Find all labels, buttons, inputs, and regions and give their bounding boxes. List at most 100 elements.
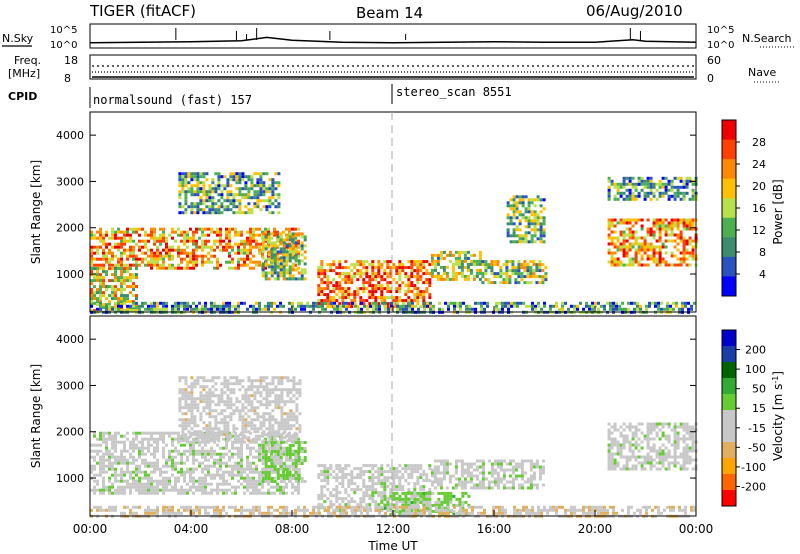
heatmap-cell: [518, 210, 522, 214]
heatmap-cell: [99, 458, 102, 462]
heatmap-cell: [141, 251, 144, 255]
heatmap-cell: [117, 458, 120, 462]
heatmap-cell: [126, 263, 129, 267]
heatmap-cell: [267, 471, 271, 474]
heatmap-cell: [220, 418, 224, 422]
heatmap-cell: [189, 251, 192, 255]
heatmap-cell: [226, 406, 230, 410]
heatmap-cell: [171, 236, 174, 240]
heatmap-cell: [201, 449, 204, 453]
heatmap-cell: [193, 205, 197, 209]
heatmap-cell: [156, 458, 159, 462]
heatmap-cell: [447, 307, 450, 311]
heatmap-cell: [288, 458, 291, 462]
heatmap-cell: [223, 175, 227, 179]
heatmap-cell: [368, 464, 372, 468]
heatmap-cell: [262, 193, 266, 197]
heatmap-cell: [193, 433, 197, 437]
heatmap-cell: [105, 470, 108, 474]
heatmap-cell: [530, 237, 534, 241]
heatmap-cell: [643, 185, 647, 189]
heatmap-cell: [675, 304, 678, 308]
heatmap-cell: [241, 196, 245, 200]
heatmap-cell: [472, 262, 476, 266]
heatmap-cell: [682, 236, 686, 240]
heatmap-cell: [335, 287, 339, 291]
heatmap-cell: [691, 197, 695, 201]
heatmap-cell: [422, 266, 426, 270]
heatmap-cell: [658, 230, 662, 234]
heatmap-cell: [132, 440, 135, 444]
heatmap-cell: [527, 204, 531, 208]
heatmap-cell: [250, 394, 254, 398]
heatmap-cell: [132, 251, 135, 255]
heatmap-cell: [633, 301, 636, 305]
heatmap-cell: [280, 439, 284, 443]
heatmap-cell: [320, 497, 324, 501]
heatmap-cell: [177, 479, 180, 483]
heatmap-cell: [138, 452, 141, 456]
heatmap-cell: [374, 476, 378, 480]
heatmap-cell: [652, 233, 656, 237]
heatmap-cell: [374, 491, 378, 495]
heatmap-cell: [243, 479, 246, 483]
heatmap-cell: [530, 201, 534, 205]
heatmap-cell: [457, 253, 461, 257]
heatmap-cell: [126, 230, 129, 234]
heatmap-cell: [243, 245, 246, 249]
heatmap-cell: [631, 185, 635, 189]
heatmap-cell: [262, 184, 266, 188]
heatmap-cell: [229, 406, 233, 410]
heatmap-cell: [347, 482, 351, 486]
heatmap-cell: [216, 307, 219, 311]
heatmap-cell: [297, 474, 301, 477]
heatmap-cell: [273, 455, 276, 459]
heatmap-cell: [186, 239, 189, 243]
heatmap-cell: [344, 488, 348, 492]
heatmap-cell: [389, 497, 393, 501]
heatmap-cell: [123, 455, 126, 459]
heatmap-cell: [258, 260, 261, 264]
heatmap-cell: [264, 274, 268, 278]
heatmap-cell: [192, 263, 195, 267]
heatmap-cell: [99, 470, 102, 474]
heatmap-cell: [534, 304, 537, 308]
heatmap-cell: [180, 260, 183, 264]
heatmap-cell: [469, 259, 473, 263]
heatmap-cell: [204, 307, 207, 311]
heatmap-cell: [178, 379, 182, 383]
heatmap-cell: [108, 260, 111, 264]
heatmap-cell: [253, 172, 257, 176]
heatmap-cell: [493, 272, 497, 276]
heatmap-cell: [368, 494, 372, 498]
heatmap-cell: [499, 275, 503, 279]
heatmap-cell: [673, 176, 677, 180]
heatmap-cell: [685, 242, 689, 246]
heatmap-cell: [442, 277, 446, 281]
heatmap-cell: [338, 281, 342, 285]
heatmap-cell: [395, 470, 399, 474]
heatmap-cell: [181, 211, 185, 215]
heatmap-cell: [297, 479, 300, 483]
heatmap-cell: [279, 462, 283, 465]
heatmap-cell: [527, 207, 531, 211]
heatmap-cell: [141, 301, 144, 305]
heatmap-cell: [646, 182, 650, 186]
heatmap-cell: [631, 233, 635, 237]
heatmap-cell: [273, 476, 276, 480]
heatmap-cell: [144, 461, 147, 465]
heatmap-cell: [202, 388, 206, 392]
heatmap-cell: [634, 251, 638, 255]
heatmap-cell: [198, 461, 201, 465]
heatmap-cell: [285, 485, 288, 489]
heatmap-cell: [303, 459, 307, 462]
heatmap-cell: [207, 482, 210, 486]
heatmap-cell: [368, 503, 372, 507]
heatmap-cell: [368, 470, 372, 474]
heatmap-cell: [652, 191, 656, 195]
heatmap-cell: [607, 248, 611, 252]
heatmap-cell: [282, 253, 286, 257]
heatmap-cell: [126, 294, 129, 298]
heatmap-cell: [676, 248, 680, 252]
heatmap-cell: [350, 497, 354, 501]
